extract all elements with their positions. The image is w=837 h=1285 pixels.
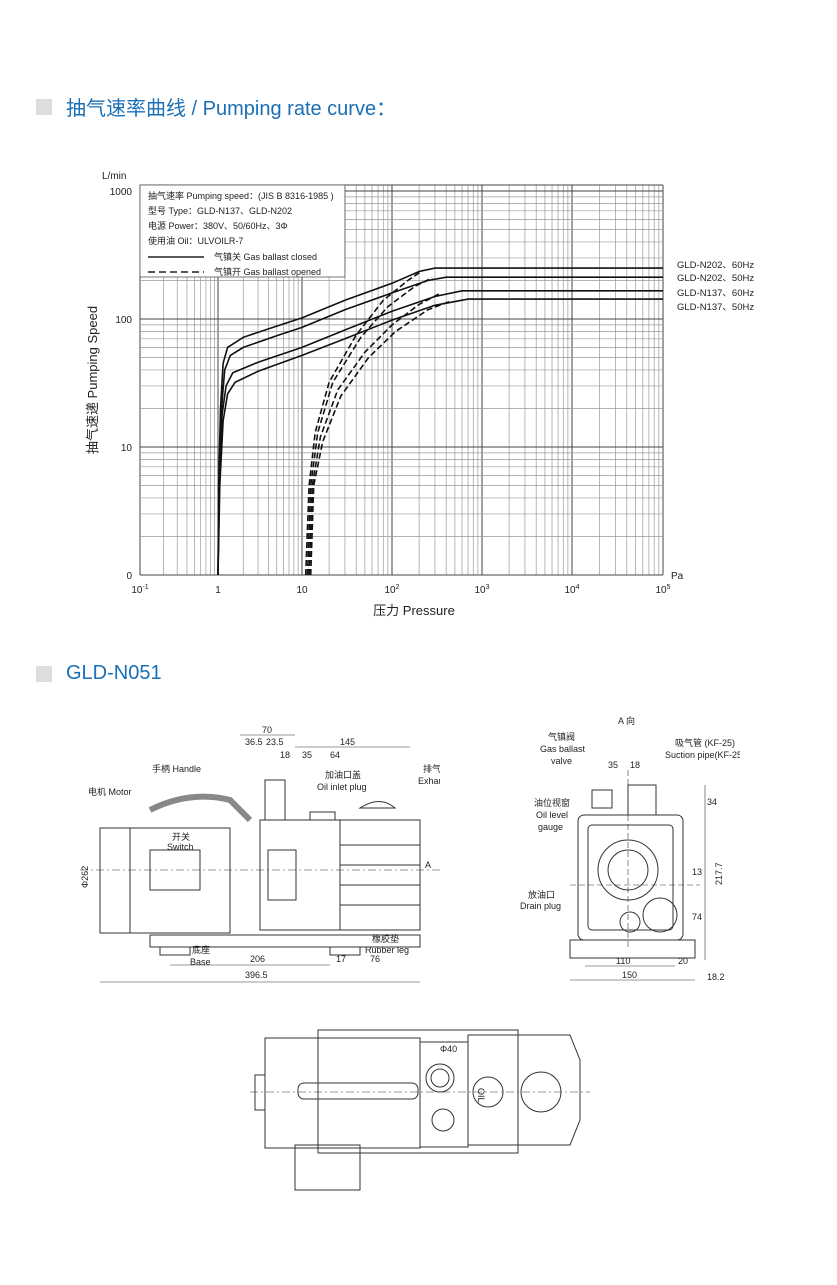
top-view-drawing: Φ40 OIL	[250, 1029, 590, 1191]
info-line: 型号 Type：GLD-N137、GLD-N202	[148, 206, 292, 216]
dim-18-2: 18.2	[707, 972, 725, 982]
series-curve-1	[217, 276, 663, 576]
series-curve-3	[217, 298, 663, 576]
dim-18: 18	[630, 760, 640, 770]
label-handle: 手柄 Handle	[152, 763, 201, 774]
x-tick-label: 10-1	[131, 584, 148, 596]
model-title-text: GLD-N051	[66, 662, 162, 684]
dim-217-7: 217.7	[714, 862, 724, 885]
x-tick-label: 1	[215, 585, 221, 596]
x-tick-label: 105	[655, 584, 670, 596]
label-suction-cn: 吸气管 (KF-25)	[675, 737, 735, 748]
label-gas-ballast-cn: 气镇阀	[548, 731, 575, 742]
series-curve-5	[306, 277, 433, 576]
x-axis-title: 压力 Pressure	[373, 603, 455, 618]
series-label-0: GLD-N202、60Hz	[677, 260, 754, 271]
series-label-3: GLD-N137、50Hz	[677, 302, 754, 313]
section-title-model: GLD-N051	[36, 662, 162, 685]
legend-dashed-label: 气镇开 Gas ballast opened	[214, 266, 321, 277]
label-base-cn: 底座	[192, 944, 210, 955]
chart-curves: GLD-N202、60Hz GLD-N202、50Hz GLD-N137、60Hz G…	[217, 260, 754, 576]
legend-solid-label: 气镇关 Gas ballast closed	[214, 251, 317, 262]
dim-35: 35	[608, 760, 618, 770]
dim-70: 70	[262, 725, 272, 735]
dim-20: 20	[678, 956, 688, 966]
label-oil: OIL	[476, 1088, 486, 1103]
chart-axes: 10-1 1 10 102 103 104 105 0 10 100 1000 Pa L/min 压力 P…	[85, 171, 684, 618]
front-view-drawing: A 向 35 18 34 13 217.7 74 110 20 150 18.2…	[520, 715, 740, 982]
dim-110: 110	[616, 956, 630, 966]
label-oil-gauge-cn: 油位视窗	[534, 797, 570, 808]
label-oil-inlet-cn: 加油口盖	[325, 769, 361, 780]
label-suction-en: Suction pipe(KF-25)	[665, 750, 740, 760]
label-drain-en: Drain plug	[520, 901, 561, 911]
dim-76: 76	[370, 954, 380, 964]
y-unit-label: L/min	[102, 171, 126, 182]
dim-35: 35	[302, 750, 312, 760]
label-base-en: Base	[190, 957, 211, 967]
dim-150: 150	[622, 970, 637, 980]
base-plate	[149, 934, 421, 948]
chart-info-text: 抽气速率 Pumping speed：(JIS B 8316-1985 ) 型号 …	[148, 190, 334, 277]
dim-36-5: 36.5	[245, 737, 263, 747]
series-curve-4	[304, 269, 424, 576]
view-a-title: A 向	[618, 715, 635, 726]
x-tick-label: 103	[474, 584, 489, 596]
x-tick-label: 10	[296, 585, 308, 596]
label-rubber-en: Rubber leg	[365, 945, 409, 955]
x-tick-label: 104	[564, 584, 579, 596]
x-unit-label: Pa	[671, 571, 684, 582]
dim-34: 34	[707, 797, 717, 807]
label-motor: 电机 Motor	[88, 786, 132, 797]
label-switch-en: Switch	[167, 842, 194, 852]
dim-206: 206	[250, 954, 265, 964]
dim-23-5: 23.5	[266, 737, 284, 747]
pump-cylinder	[339, 819, 421, 931]
y-tick-label: 10	[121, 443, 133, 454]
dim-phi-40: Φ40	[440, 1044, 457, 1054]
label-exhaust-cn: 排气口盖 (G3/4)	[423, 763, 440, 774]
label-gas-ballast-en: Gas ballast	[540, 744, 586, 754]
label-rubber-cn: 橡胶垫	[372, 933, 399, 944]
series-curve-0	[217, 267, 663, 576]
dim-18: 18	[280, 750, 290, 760]
label-oil-inlet-en: Oil inlet plug	[317, 782, 367, 792]
label-gas-ballast-valve: valve	[551, 756, 572, 766]
series-curve-7	[309, 300, 452, 576]
series-curve-6	[308, 292, 442, 576]
info-line: 使用油 Oil：ULVOILR-7	[148, 235, 243, 246]
bullet-square-icon	[36, 665, 52, 682]
label-oil-gauge-en2: gauge	[538, 822, 563, 832]
dim-13: 13	[692, 867, 702, 877]
pumping-rate-chart: 抽气速率 Pumping speed：(JIS B 8316-1985 ) 型号 …	[85, 171, 754, 618]
dim-396-5: 396.5	[245, 970, 268, 980]
label-view-a: A	[425, 860, 431, 870]
series-label-1: GLD-N202、50Hz	[677, 273, 754, 284]
info-line: 电源 Power：380V、50/60Hz、3Φ	[148, 220, 288, 231]
label-exhaust-en: Exhaust port (G3/4)	[418, 776, 440, 786]
dim-phi-262: Φ262	[80, 866, 90, 888]
y-tick-label: 0	[126, 571, 132, 582]
label-switch-cn: 开关	[172, 831, 190, 842]
y-axis-title: 抽气速递 Pumping Speed	[85, 306, 100, 454]
label-oil-gauge-en: Oil level	[536, 810, 568, 820]
bullet-square-icon	[36, 98, 52, 115]
section-title-pumping-curve: 抽气速率曲线 / Pumping rate curve：	[36, 92, 396, 121]
series-curve-2	[217, 290, 663, 576]
dim-145: 145	[340, 737, 355, 747]
info-line: 抽气速率 Pumping speed：(JIS B 8316-1985 )	[148, 190, 334, 201]
y-tick-label: 100	[115, 315, 132, 326]
x-tick-label: 102	[384, 584, 399, 596]
dim-64: 64	[330, 750, 340, 760]
series-label-2: GLD-N137、60Hz	[677, 288, 754, 299]
chart-info-box	[139, 184, 346, 278]
label-drain-cn: 放油口	[528, 889, 555, 900]
dim-17: 17	[336, 954, 346, 964]
dim-74: 74	[692, 912, 702, 922]
section-title-text: 抽气速率曲线 / Pumping rate curve：	[66, 98, 397, 120]
y-tick-label: 1000	[110, 187, 133, 198]
pump-block	[259, 819, 341, 931]
side-view-drawing: 70 36.5 23.5 18 35 64 145 206 17 76 396.…	[80, 725, 440, 983]
